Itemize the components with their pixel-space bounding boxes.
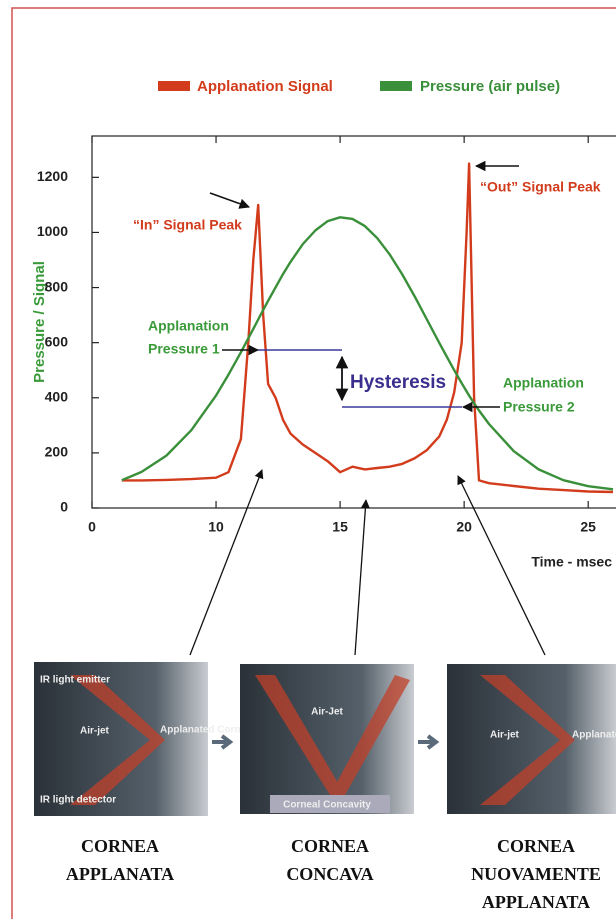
plot-frame bbox=[91, 135, 616, 509]
annotations: “In” Signal Peak “Out” Signal Peak Appla… bbox=[133, 160, 601, 656]
caption: APPLANATA bbox=[66, 864, 174, 884]
y-tick-label: 400 bbox=[45, 388, 69, 404]
x-tick-label: 10 bbox=[208, 519, 224, 535]
x-axis-label: Time - msec bbox=[531, 554, 612, 570]
y-axis-label: Pressure / Signal bbox=[31, 261, 48, 383]
cornea bbox=[270, 795, 390, 813]
panel: Air-jet Applanated Cornea bbox=[447, 664, 616, 814]
annotation: “In” Signal Peak bbox=[133, 217, 242, 233]
annotation: “Out” Signal Peak bbox=[480, 179, 601, 195]
x-tick-label: 15 bbox=[332, 519, 348, 535]
panel-label: Corneal Concavity bbox=[283, 800, 371, 811]
annotation: Applanation bbox=[503, 375, 584, 391]
panel-arrow bbox=[212, 734, 234, 750]
panel-image bbox=[447, 664, 616, 814]
annotation: Pressure 1 bbox=[148, 341, 220, 357]
caption: CONCAVA bbox=[286, 864, 373, 884]
ir-beam bbox=[255, 675, 410, 795]
arrow bbox=[209, 192, 250, 209]
caption: NUOVAMENTE bbox=[471, 864, 601, 884]
panel-image bbox=[34, 662, 208, 816]
series-line bbox=[121, 162, 614, 494]
panel-arrow bbox=[418, 734, 440, 750]
arrow bbox=[354, 499, 370, 656]
annotation: Pressure 2 bbox=[503, 399, 575, 415]
y-tick-label: 0 bbox=[60, 499, 68, 515]
ir-beam bbox=[480, 675, 575, 805]
caption: CORNEA bbox=[291, 836, 369, 856]
y-tick-label: 200 bbox=[45, 444, 69, 460]
arrow bbox=[457, 475, 546, 656]
caption: APPLANATA bbox=[482, 892, 590, 912]
panel-label: Air-Jet bbox=[311, 707, 343, 718]
legend-swatch bbox=[380, 81, 412, 91]
frame bbox=[11, 7, 616, 919]
panel-label: Applanated Cornea bbox=[572, 730, 616, 741]
panel-label: Applanated Cornea bbox=[160, 725, 252, 736]
panel-label: IR light detector bbox=[40, 795, 116, 806]
y-tick-label: 1200 bbox=[37, 168, 68, 184]
panel: IR light emitter Air-jet Applanated Corn… bbox=[34, 662, 252, 816]
y-tick-label: 600 bbox=[45, 333, 69, 349]
panel: Air-Jet Corneal Concavity bbox=[240, 664, 414, 814]
annotation: Hysteresis bbox=[350, 372, 446, 393]
y-tick-label: 800 bbox=[45, 278, 69, 294]
plot-area: 0 200 400 600 800 1000 1200 0 10 15 20 25 bbox=[37, 135, 616, 535]
legend-swatch bbox=[158, 81, 190, 91]
legend-label: Applanation Signal bbox=[197, 78, 333, 95]
y-tick-label: 1000 bbox=[37, 223, 68, 239]
caption: CORNEA bbox=[497, 836, 575, 856]
panel-label: Air-jet bbox=[80, 726, 110, 737]
ir-beam bbox=[70, 675, 165, 805]
panel-label: IR light emitter bbox=[40, 675, 110, 686]
x-tick-label: 0 bbox=[88, 519, 96, 535]
arrow bbox=[189, 469, 264, 656]
panel-label: Air-jet bbox=[490, 730, 520, 741]
x-tick-label: 20 bbox=[456, 519, 472, 535]
caption: CORNEA bbox=[81, 836, 159, 856]
legend-label: Pressure (air pulse) bbox=[420, 78, 560, 95]
x-tick-label: 25 bbox=[580, 519, 596, 535]
annotation: Applanation bbox=[148, 318, 229, 334]
